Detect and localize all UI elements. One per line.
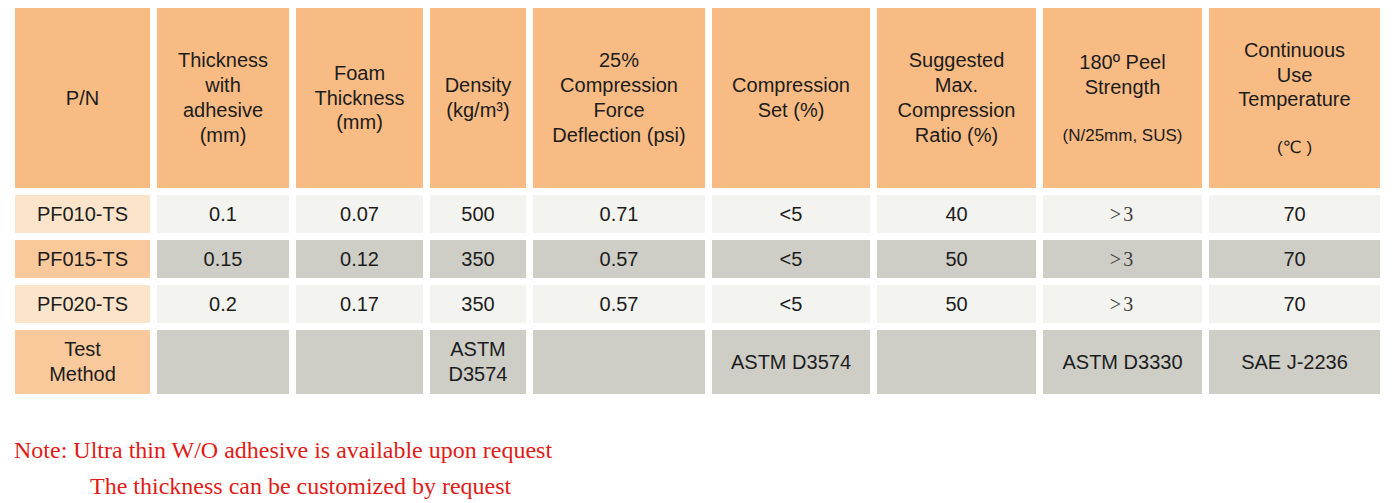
- value-cell: <5: [712, 240, 870, 278]
- value-cell: [157, 330, 289, 394]
- column-header-compression-force-deflection: 25% Compression Force Deflection (psi): [533, 8, 705, 188]
- value-cell: 0.71: [533, 195, 705, 233]
- value-cell: 0.57: [533, 240, 705, 278]
- value-cell: 500: [430, 195, 526, 233]
- value-cell: ASTM D3330: [1043, 330, 1202, 394]
- pn-cell: PF010-TS: [15, 195, 150, 233]
- header-row: P/N Thickness with adhesive (mm) Foam Th…: [15, 8, 1380, 188]
- value-cell: 0.15: [157, 240, 289, 278]
- value-cell: >3: [1043, 195, 1202, 233]
- value-cell: 0.07: [296, 195, 423, 233]
- value-cell: >3: [1043, 285, 1202, 323]
- footnote-line-2: The thickness can be customized by reque…: [90, 468, 1396, 503]
- column-header-compression-set: Compression Set (%): [712, 8, 870, 188]
- column-header-pn: P/N: [15, 8, 150, 188]
- peel-strength-unit: (N/25mm, SUS): [1045, 125, 1200, 146]
- footnote-line-1: Note: Ultra thin W/O adhesive is availab…: [14, 432, 1396, 468]
- column-header-suggested-max-compression-ratio: Suggested Max. Compression Ratio (%): [877, 8, 1036, 188]
- pn-cell: PF015-TS: [15, 240, 150, 278]
- footnote: Note: Ultra thin W/O adhesive is availab…: [14, 432, 1396, 503]
- value-cell: 0.1: [157, 195, 289, 233]
- value-cell: [533, 330, 705, 394]
- value-cell: 0.57: [533, 285, 705, 323]
- value-cell: 350: [430, 240, 526, 278]
- product-spec-table: P/N Thickness with adhesive (mm) Foam Th…: [8, 1, 1387, 401]
- value-cell: 0.12: [296, 240, 423, 278]
- table-row-pf010: PF010-TS 0.1 0.07 500 0.71 <5 40 >3 70: [15, 195, 1380, 233]
- value-cell: <5: [712, 195, 870, 233]
- value-cell: [296, 330, 423, 394]
- value-cell: ASTM D3574: [712, 330, 870, 394]
- value-cell: 70: [1209, 240, 1380, 278]
- value-cell: 350: [430, 285, 526, 323]
- pn-cell: Test Method: [15, 330, 150, 394]
- value-cell: >3: [1043, 240, 1202, 278]
- column-header-foam-thickness: Foam Thickness (mm): [296, 8, 423, 188]
- value-cell: 50: [877, 285, 1036, 323]
- value-cell: ASTM D3574: [430, 330, 526, 394]
- value-cell: 0.2: [157, 285, 289, 323]
- value-cell: 70: [1209, 285, 1380, 323]
- pn-cell: PF020-TS: [15, 285, 150, 323]
- value-cell: 40: [877, 195, 1036, 233]
- value-cell: [877, 330, 1036, 394]
- value-cell: SAE J-2236: [1209, 330, 1380, 394]
- value-cell: <5: [712, 285, 870, 323]
- column-header-peel-strength: 180º Peel Strength (N/25mm, SUS): [1043, 8, 1202, 188]
- temperature-label: Continuous Use Temperature: [1211, 38, 1378, 112]
- temperature-unit: (℃ ): [1211, 137, 1378, 158]
- value-cell: 0.17: [296, 285, 423, 323]
- column-header-thickness-with-adhesive: Thickness with adhesive (mm): [157, 8, 289, 188]
- table-row-pf015: PF015-TS 0.15 0.12 350 0.57 <5 50 >3 70: [15, 240, 1380, 278]
- peel-strength-label: 180º Peel Strength: [1045, 50, 1200, 100]
- value-cell: 50: [877, 240, 1036, 278]
- table-row-pf020: PF020-TS 0.2 0.17 350 0.57 <5 50 >3 70: [15, 285, 1380, 323]
- column-header-density: Density (kg/m³): [430, 8, 526, 188]
- column-header-continuous-use-temperature: Continuous Use Temperature (℃ ): [1209, 8, 1380, 188]
- value-cell: 70: [1209, 195, 1380, 233]
- table-row-test-method: Test Method ASTM D3574 ASTM D3574 ASTM D…: [15, 330, 1380, 394]
